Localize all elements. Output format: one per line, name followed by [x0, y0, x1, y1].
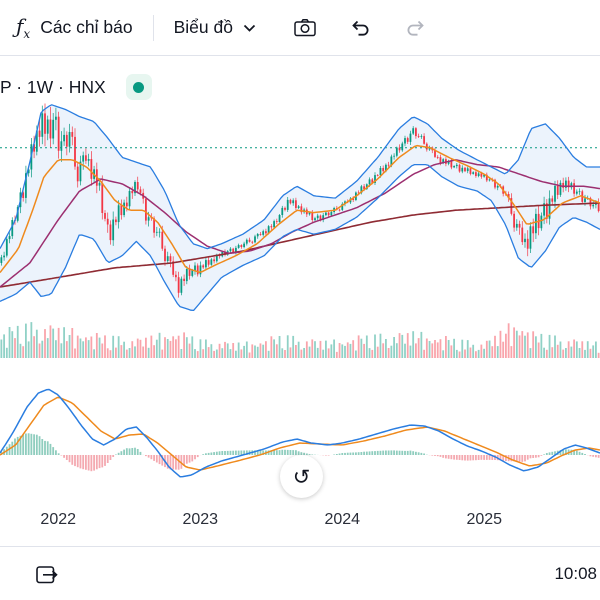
symbol-label: P · 1W · HNX [0, 76, 106, 97]
reset-chart-icon: ↺ [292, 464, 311, 489]
market-status-dot [133, 81, 145, 93]
fx-indicators-icon: ƒx [16, 13, 31, 41]
x-axis-label-2022: 2022 [40, 511, 77, 528]
goto-date-button[interactable] [24, 556, 71, 592]
redo-icon [407, 20, 424, 36]
symbol-row[interactable]: P · 1W · HNX [0, 74, 152, 100]
chart-type-button[interactable]: Biểu đồ [164, 9, 266, 46]
chevron-down-icon [243, 24, 256, 32]
camera-icon [294, 19, 316, 37]
x-axis-label-2024: 2024 [324, 511, 361, 528]
undo-button[interactable] [338, 11, 383, 44]
date-range-icon [36, 566, 58, 584]
indicators-button[interactable]: ƒx Các chỉ báo [6, 8, 143, 48]
x-axis-label-2023: 2023 [182, 511, 219, 528]
x-axis-label-2025: 2025 [466, 511, 503, 528]
redo-button[interactable] [393, 11, 438, 44]
indicators-label: Các chỉ báo [40, 17, 133, 37]
market-status [125, 74, 152, 100]
toolbar-divider [152, 14, 154, 41]
clock-display[interactable]: 10:08 [554, 564, 597, 583]
time-axis[interactable]: 2022 2023 2024 2025 [0, 511, 600, 535]
chart-type-label: Biểu đồ [173, 17, 233, 37]
snapshot-button[interactable] [282, 10, 328, 45]
undo-icon [352, 20, 369, 36]
bottom-toolbar: 10:08 [0, 546, 600, 600]
top-toolbar: ƒx Các chỉ báo Biểu đồ [0, 0, 600, 56]
reset-chart-button[interactable]: ↺ [280, 455, 323, 498]
